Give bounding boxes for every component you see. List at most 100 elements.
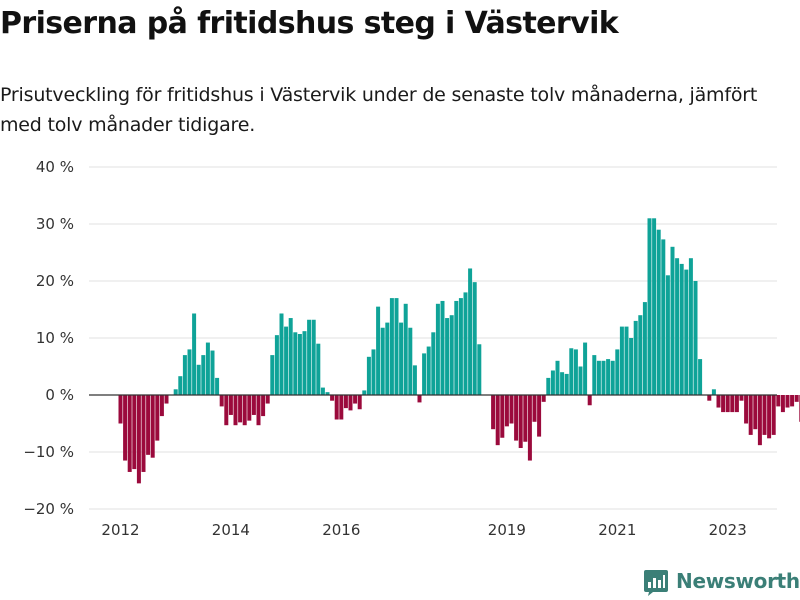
- bar: [284, 326, 289, 395]
- bar: [426, 346, 431, 395]
- bar: [182, 355, 187, 395]
- bar: [790, 395, 795, 407]
- bar: [472, 282, 477, 395]
- y-tick-label: 10 %: [36, 329, 74, 347]
- y-tick-label: 20 %: [36, 272, 74, 290]
- bar: [274, 335, 279, 395]
- y-axis-labels: −20 % −10 % 0 % 10 % 20 % 30 % 40 %: [23, 158, 74, 518]
- bar: [707, 395, 712, 401]
- bar: [187, 349, 192, 395]
- bar: [629, 338, 634, 395]
- bar: [127, 395, 132, 472]
- bar: [569, 348, 574, 395]
- brand-name: Newsworthy: [676, 569, 800, 593]
- bar: [583, 342, 588, 395]
- bar: [615, 349, 620, 395]
- bar: [638, 315, 643, 395]
- bar: [780, 395, 785, 413]
- y-tick-label: 30 %: [36, 215, 74, 233]
- y-tick-label: −10 %: [23, 443, 74, 461]
- bar: [380, 327, 385, 395]
- bar: [665, 275, 670, 395]
- bar: [527, 395, 532, 461]
- bar: [642, 302, 647, 395]
- bar: [155, 395, 160, 441]
- bar: [587, 395, 592, 406]
- bar: [730, 395, 735, 413]
- bar: [633, 320, 638, 395]
- bar: [693, 281, 698, 395]
- bar: [403, 303, 408, 395]
- bar: [514, 395, 519, 441]
- bar: [647, 218, 652, 395]
- bar: [675, 258, 680, 395]
- bar: [748, 395, 753, 435]
- bar: [684, 269, 689, 395]
- bar: [495, 395, 500, 446]
- bar: [757, 395, 762, 446]
- bar: [688, 258, 693, 395]
- bar: [325, 392, 330, 395]
- x-tick-label: 2019: [488, 521, 526, 539]
- bar: [721, 395, 726, 413]
- x-tick-label: 2012: [101, 521, 139, 539]
- bar: [394, 298, 399, 395]
- bar: [412, 365, 417, 395]
- bar: [146, 395, 151, 455]
- bar: [417, 395, 422, 403]
- bar: [449, 315, 454, 395]
- bar: [435, 303, 440, 395]
- newsworthy-logo-icon: [644, 570, 668, 596]
- x-tick-label: 2023: [709, 521, 747, 539]
- bar: [238, 395, 243, 423]
- bar: [509, 395, 514, 424]
- bar: [716, 395, 721, 408]
- bar: [141, 395, 146, 472]
- x-tick-label: 2021: [598, 521, 636, 539]
- bar: [123, 395, 128, 461]
- bar: [242, 395, 247, 426]
- bar: [739, 395, 744, 401]
- bar: [279, 313, 284, 395]
- bar: [233, 395, 238, 426]
- bar: [196, 364, 201, 395]
- bar: [504, 395, 509, 427]
- bar: [596, 360, 601, 395]
- bar: [311, 319, 316, 395]
- bar: [463, 292, 468, 395]
- bar: [550, 370, 555, 395]
- bar: [532, 395, 537, 422]
- bar: [592, 355, 597, 395]
- bar: [251, 395, 256, 415]
- bar: [316, 343, 321, 395]
- bar: [159, 395, 164, 417]
- bar: [454, 300, 459, 395]
- bar: [573, 349, 578, 395]
- bar: [399, 322, 404, 395]
- bar: [362, 390, 367, 395]
- bar: [307, 319, 312, 395]
- bar: [192, 313, 197, 395]
- bar: [445, 318, 450, 395]
- bar: [491, 395, 496, 430]
- bar: [458, 298, 463, 395]
- bar: [357, 395, 362, 410]
- bar: [339, 395, 344, 420]
- bar: [753, 395, 758, 430]
- bar: [164, 395, 169, 404]
- bar: [606, 359, 611, 395]
- bar: [601, 360, 606, 395]
- bar: [247, 395, 252, 421]
- bar: [224, 395, 229, 426]
- bar: [661, 239, 666, 395]
- bar: [389, 298, 394, 395]
- bar: [334, 395, 339, 420]
- bar: [725, 395, 730, 413]
- bar: [343, 395, 348, 409]
- bar: [219, 395, 224, 407]
- bar: [578, 366, 583, 395]
- bar: [348, 395, 353, 411]
- y-tick-label: 40 %: [36, 158, 74, 176]
- bar: [624, 326, 629, 395]
- bar: [652, 218, 657, 395]
